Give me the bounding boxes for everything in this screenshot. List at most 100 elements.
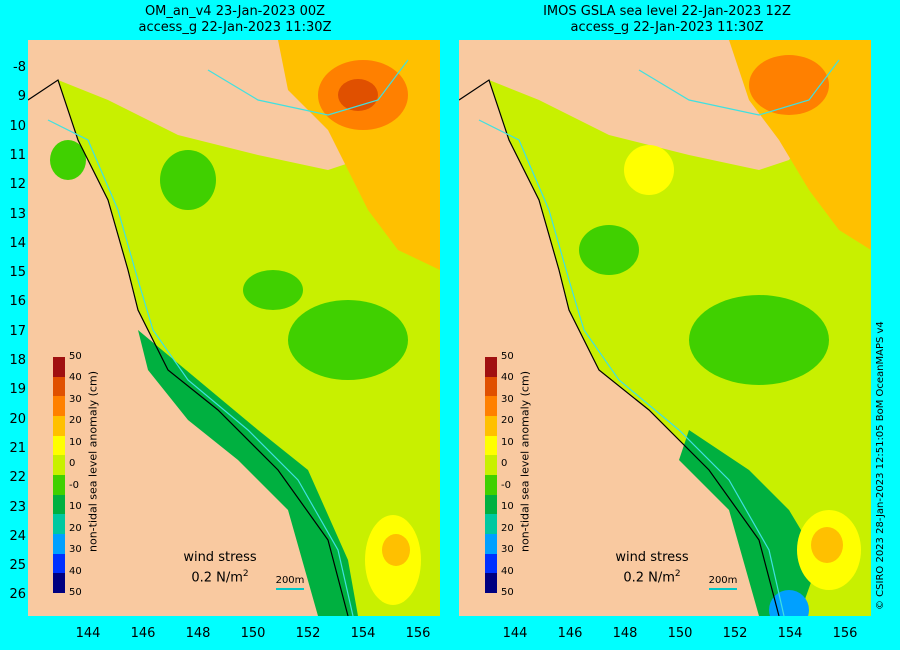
colorbar-tick: 10 [501, 436, 514, 448]
colorbar-tick: 30 [69, 393, 82, 405]
colorbar-segment [485, 553, 497, 574]
lat-label: 22 [9, 470, 26, 486]
lat-label: 16 [9, 294, 26, 310]
lat-label: 17 [9, 323, 26, 339]
lat-label: 24 [9, 528, 26, 544]
colorbar-tick: 20 [501, 522, 514, 534]
left-title-line1: OM_an_v4 23-Jan-2023 00Z [144, 4, 326, 19]
wind-stress-label-right: wind stress [615, 550, 689, 565]
colorbar-tick: 20 [69, 415, 82, 427]
shelf-region [138, 330, 358, 616]
lon-label: 146 [130, 626, 156, 641]
lat-label: 15 [9, 265, 26, 281]
wind-stress-value-left: 0.2 N/m2 [191, 569, 249, 586]
colorbar-segment [53, 514, 65, 534]
colorbar-tick: 30 [501, 393, 514, 405]
colorbar-segment [485, 435, 497, 456]
low-anomaly [579, 225, 639, 275]
scale-label-right: 200m [708, 575, 738, 586]
scale-label-left: 200m [275, 575, 305, 586]
high-anomaly-mid [624, 145, 674, 195]
colorbar-tick: 10 [501, 501, 514, 513]
lon-label: 154 [777, 626, 803, 641]
colorbar-tick: 50 [69, 587, 82, 598]
colorbar-segment [53, 573, 65, 593]
wind-stress-left: wind stress 0.2 N/m2 [160, 550, 280, 586]
left-panel-title: OM_an_v4 23-Jan-2023 00Z access_g 22-Jan… [30, 4, 440, 36]
lon-label: 144 [502, 626, 528, 641]
ocean-region [489, 40, 871, 616]
lat-label: 18 [9, 353, 26, 368]
colorbar-segment [485, 376, 497, 397]
colorbar-segment [485, 494, 497, 515]
contour-200m-north [207, 59, 409, 116]
lon-label: 152 [722, 626, 748, 641]
colorbar-segment [485, 357, 497, 377]
colorbar-tick: 40 [501, 372, 514, 384]
left-map-svg [28, 40, 440, 616]
lat-label: 20 [9, 411, 26, 427]
lat-label: -8 [13, 60, 26, 75]
colorbar-label-left: non-tidal sea level anomaly (cm) [86, 371, 100, 552]
coastline [28, 79, 349, 616]
credit: © CSIRO 2023 28-Jan-2023 12:51:05 BoM Oc… [875, 321, 886, 610]
lon-label: 152 [295, 626, 321, 641]
colorbar-tick: 0 [69, 458, 76, 470]
lon-label: 146 [557, 626, 583, 641]
lat-label: 9 [17, 89, 26, 105]
left-map [28, 40, 440, 616]
low-anomaly-west [50, 140, 86, 180]
lon-label: 144 [75, 626, 101, 641]
scale-bar-left [276, 588, 304, 590]
colorbar-tick: 10 [69, 436, 82, 448]
colorbar-tick: 50 [69, 351, 82, 362]
lat-label: 10 [9, 118, 26, 134]
lon-label: 156 [405, 626, 431, 641]
lat-label: 23 [9, 499, 26, 515]
colorbar-segment [485, 475, 497, 495]
wind-stress-right: wind stress 0.2 N/m2 [592, 550, 712, 586]
colorbar-segment [53, 376, 65, 397]
lon-label: 154 [350, 626, 376, 641]
right-map [459, 40, 871, 616]
colorbar-tick: 30 [501, 544, 514, 556]
colorbar-tick: -0 [69, 479, 79, 491]
colorbar-segment [53, 455, 65, 475]
lat-label: 13 [9, 206, 26, 222]
colorbar-segment [485, 514, 497, 534]
colorbar-segment [53, 494, 65, 515]
low-anomaly-mid [243, 270, 303, 310]
colorbar-tick: 40 [69, 372, 82, 384]
colorbar-segment [53, 534, 65, 554]
colorbar-segment [485, 396, 497, 416]
scale-bar-right [709, 588, 737, 590]
low-anomaly-east [288, 300, 408, 380]
lon-label: 150 [667, 626, 693, 641]
colorbar-tick: 0 [501, 458, 508, 470]
lon-label: 148 [612, 626, 638, 641]
high-anomaly-south-core [811, 527, 843, 563]
colorbar-label-right: non-tidal sea level anomaly (cm) [518, 371, 532, 552]
colorbar-tick: 40 [501, 565, 514, 577]
low-anomaly-east [689, 295, 829, 385]
ocean-region [58, 40, 440, 616]
colorbar-segment [53, 416, 65, 436]
left-title-line2: access_g 22-Jan-2023 11:30Z [138, 20, 332, 35]
lon-label: 156 [832, 626, 858, 641]
contour-200m [47, 119, 354, 616]
lat-label: 19 [9, 382, 26, 398]
wind-stress-value-right: 0.2 N/m2 [623, 569, 681, 586]
coastline [459, 79, 780, 616]
high-anomaly-south-core [382, 534, 410, 566]
lat-label: 12 [9, 177, 26, 193]
colorbar-right [485, 357, 497, 593]
colorbar-tick: 30 [69, 544, 82, 556]
colorbar-tick: 40 [69, 565, 82, 577]
lon-label: 148 [185, 626, 211, 641]
colorbar-segment [53, 357, 65, 377]
colorbar-segment [53, 475, 65, 495]
colorbar-tick: -0 [501, 479, 511, 491]
colorbar-segment [53, 396, 65, 416]
low-anomaly [160, 150, 216, 210]
right-title-line2: access_g 22-Jan-2023 11:30Z [570, 20, 764, 35]
